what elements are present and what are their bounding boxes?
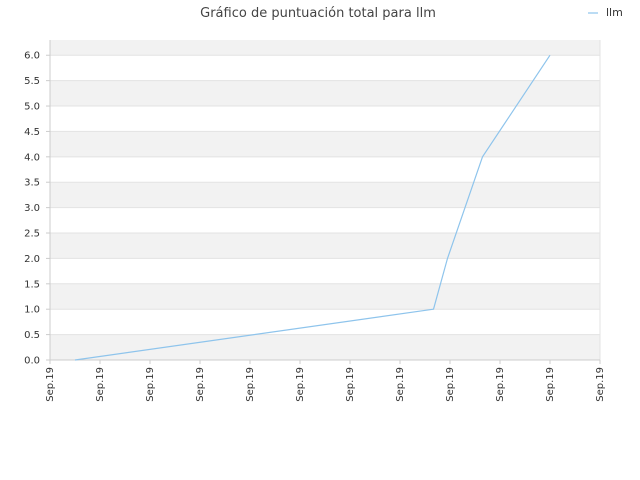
y-tick-label: 3.0: [24, 203, 40, 214]
plot-band: [50, 80, 600, 107]
y-tick-label: 5.5: [24, 76, 40, 87]
y-tick-label: 1.5: [24, 279, 40, 290]
plot-band: [50, 283, 600, 310]
x-tick-label: Sep.19: [45, 367, 56, 402]
plot-band: [50, 207, 600, 234]
plot-band: [50, 131, 600, 157]
plot-band: [50, 309, 600, 335]
y-tick-label: 4.5: [24, 127, 40, 138]
x-tick-label: Sep.19: [145, 367, 156, 402]
plot-band: [50, 233, 600, 259]
x-tick-label: Sep.19: [545, 367, 556, 402]
x-axis-ticks: Sep.19 Sep.19 Sep.19 Sep.19 Sep.19 Sep.19 Sep.…: [45, 360, 606, 402]
plot-band: [50, 334, 600, 360]
y-tick-label: 0.5: [24, 330, 40, 341]
chart-title: Gráfico de puntuación total para llm: [200, 6, 436, 21]
y-tick-label: 4.0: [24, 152, 40, 163]
x-tick-label: Sep.19: [295, 367, 306, 402]
x-tick-label: Sep.19: [395, 367, 406, 402]
y-tick-label: 3.5: [24, 178, 40, 189]
series-lines: [74, 54, 551, 361]
x-tick-label: Sep.19: [495, 367, 506, 402]
legend[interactable]: llm: [588, 6, 623, 19]
x-tick-label: Sep.19: [195, 367, 206, 402]
plot-band: [50, 156, 600, 183]
plot-band: [50, 55, 600, 81]
y-tick-label: 5.0: [24, 102, 40, 113]
plot-band: [50, 182, 600, 208]
x-tick-label: Sep.19: [245, 367, 256, 402]
plot-band: [50, 40, 600, 56]
y-axis-ticks: 0.0 0.5 1.0 1.5 2.0 2.5 3.0 3.5 4.0 4.5 5.0 5.5 6.0: [24, 51, 50, 367]
plot-band: [50, 106, 600, 132]
x-tick-label: Sep.19: [345, 367, 356, 402]
series-line-llm: [74, 54, 551, 361]
x-tick-label: Sep.19: [595, 367, 606, 402]
axes: [49, 40, 601, 361]
legend-label-llm: llm: [606, 6, 623, 19]
gridlines: [50, 54, 600, 361]
x-tick-label: Sep.19: [95, 367, 106, 402]
x-tick-label: Sep.19: [445, 367, 456, 402]
y-tick-label: 2.0: [24, 254, 40, 265]
plot-background: [50, 40, 600, 360]
y-tick-label: 6.0: [24, 51, 40, 62]
y-tick-label: 1.0: [24, 305, 40, 316]
y-tick-label: 0.0: [24, 356, 40, 367]
plot-band: [50, 258, 600, 284]
y-tick-label: 2.5: [24, 229, 40, 240]
